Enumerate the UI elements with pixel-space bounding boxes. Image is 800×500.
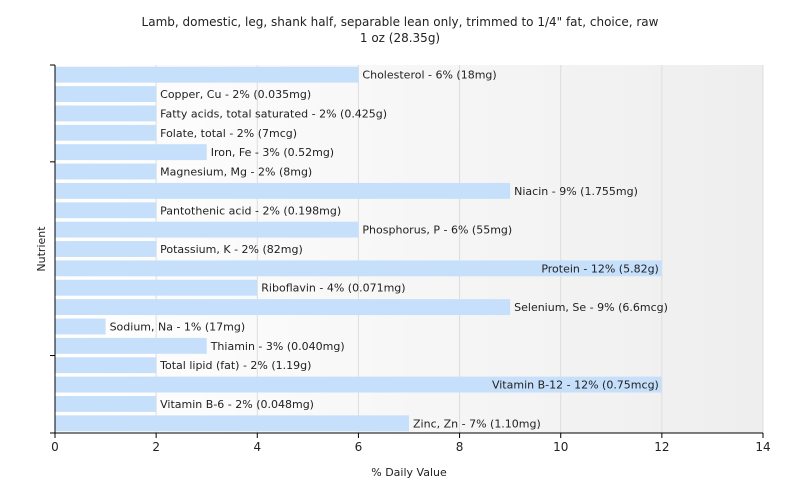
bar-label: Zinc, Zn - 7% (1.10mg) xyxy=(413,417,541,430)
x-tick-label: 2 xyxy=(152,440,160,454)
x-tick-label: 4 xyxy=(253,440,261,454)
bar-label: Fatty acids, total saturated - 2% (0.425… xyxy=(160,107,387,120)
bar xyxy=(55,337,207,354)
bar-label: Phosphorus, P - 6% (55mg) xyxy=(362,224,512,237)
bar xyxy=(55,396,157,412)
bar xyxy=(55,279,258,296)
bar xyxy=(55,124,157,141)
bar xyxy=(55,376,662,393)
bar xyxy=(55,163,157,180)
chart-subtitle: 1 oz (28.35g) xyxy=(359,31,441,45)
axes: 0 2 4 6 8 10 12 14 xyxy=(50,64,771,454)
y-axis-title: Nutrient xyxy=(35,226,48,272)
bars: Cholesterol - 6% (18mg) Copper, Cu - 2% (… xyxy=(55,66,668,432)
x-axis-title: % Daily Value xyxy=(371,466,447,479)
bar-label: Sodium, Na - 1% (17mg) xyxy=(110,320,246,333)
bar-label: Potassium, K - 2% (82mg) xyxy=(160,243,303,256)
bar xyxy=(55,202,157,219)
gridlines xyxy=(54,65,764,433)
x-tick-label: 0 xyxy=(51,440,59,454)
bar-label: Magnesium, Mg - 2% (8mg) xyxy=(160,166,312,179)
bar-label: Protein - 12% (5.82g) xyxy=(541,262,659,275)
x-tick-label: 12 xyxy=(654,440,669,454)
bar xyxy=(55,318,106,335)
bar xyxy=(55,182,511,199)
bar-label: Selenium, Se - 9% (6.6mcg) xyxy=(514,301,668,314)
plot-area xyxy=(55,65,763,433)
bar xyxy=(55,357,157,374)
chart-title-block: Lamb, domestic, leg, shank half, separab… xyxy=(0,14,800,46)
bar xyxy=(55,415,409,432)
bar xyxy=(55,221,359,238)
bar-label: Niacin - 9% (1.755mg) xyxy=(514,185,638,198)
bar xyxy=(55,260,662,277)
x-tick-label: 8 xyxy=(456,440,464,454)
bar-label: Total lipid (fat) - 2% (1.19g) xyxy=(159,359,311,372)
x-tick-label: 10 xyxy=(553,440,568,454)
bar xyxy=(55,105,157,122)
bar-label: Vitamin B-12 - 12% (0.75mcg) xyxy=(492,379,659,392)
bar-label: Cholesterol - 6% (18mg) xyxy=(362,69,496,82)
bar-label: Copper, Cu - 2% (0.035mg) xyxy=(160,88,311,101)
bar-label: Folate, total - 2% (7mcg) xyxy=(160,127,297,140)
bar-label: Vitamin B-6 - 2% (0.048mg) xyxy=(160,398,314,411)
bar xyxy=(55,66,359,83)
bar xyxy=(55,299,511,316)
bar-label: Riboflavin - 4% (0.071mg) xyxy=(261,282,405,295)
bar-label: Thiamin - 3% (0.040mg) xyxy=(210,340,345,353)
bar xyxy=(55,144,207,161)
x-tick-label: 6 xyxy=(355,440,363,454)
chart-title: Lamb, domestic, leg, shank half, separab… xyxy=(141,15,659,29)
bar-label: Pantothenic acid - 2% (0.198mg) xyxy=(160,204,341,217)
x-tick-label: 14 xyxy=(755,440,770,454)
bar-label: Iron, Fe - 3% (0.52mg) xyxy=(211,146,334,159)
bar xyxy=(55,86,157,102)
bar xyxy=(55,241,157,257)
